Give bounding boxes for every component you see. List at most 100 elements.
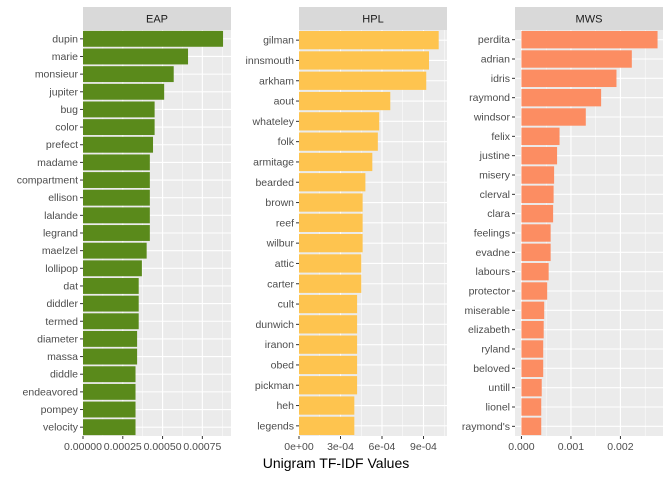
category-label: bearded [255,177,294,189]
category-label: beloved [473,363,510,375]
bar-eap-monsieur [83,66,174,83]
x-tick-label: 0.002 [607,441,633,453]
bar-eap-prefect [83,136,154,153]
bar-eap-lollipop [83,260,142,277]
category-label: brown [265,197,294,209]
facet-label-mws: MWS [576,14,603,26]
category-label: gilman [263,35,294,47]
category-label: clara [487,208,510,220]
category-label: folk [278,136,295,148]
category-label: elizabeth [468,324,510,336]
bar-eap-endeavored [83,383,136,400]
bar-eap-legrand [83,225,150,241]
bar-eap-dupin [83,30,224,47]
bar-hpl-innsmouth [299,51,430,70]
facet-label-eap: EAP [146,14,168,26]
bar-hpl-iranon [299,335,358,354]
x-tick-label: 0.00025 [104,441,142,453]
bar-eap-color [83,119,155,136]
x-tick-label: 0.00075 [183,441,221,453]
category-label: cult [278,299,294,311]
category-label: dupin [52,33,78,45]
category-label: idris [491,73,510,85]
category-label: adrian [481,54,510,66]
category-label: aout [274,96,295,108]
bar-eap-bug [83,101,155,118]
category-label: carter [267,278,294,290]
bar-hpl-folk [299,132,378,151]
bar-eap-velocity [83,419,136,436]
bar-mws-clerval [521,185,554,204]
bar-mws-raymond [521,88,602,107]
category-label: feelings [474,228,510,240]
x-axis-title: Unigram TF-IDF Values [262,455,410,471]
category-label: lalande [44,210,78,222]
x-tick-label: 3e-04 [327,441,354,453]
bar-mws-ryland [521,340,544,358]
bar-mws-elizabeth [521,320,544,339]
bar-hpl-armitage [299,152,373,172]
bar-eap-compartment [83,172,150,188]
bar-hpl-whateley [299,112,380,131]
bar-mws-justine [521,146,558,165]
category-label: untill [488,382,510,394]
category-label: diameter [37,333,78,345]
bar-mws-clara [521,204,554,223]
bar-eap-maelzel [83,242,147,259]
bar-eap-madame [83,154,150,171]
category-label: labours [476,266,510,278]
bar-hpl-pickman [299,376,358,395]
category-label: prefect [46,139,78,151]
category-label: pompey [41,404,79,416]
category-label: heh [276,400,294,412]
x-tick-label: 0.00050 [144,441,182,453]
bar-mws-feelings [521,224,551,242]
bar-hpl-gilman [299,31,439,50]
category-label: clerval [480,189,510,201]
category-label: marie [52,51,78,63]
bar-mws-evadne [521,243,551,262]
x-tick-label: 9e-04 [410,441,437,453]
bar-mws-beloved [521,359,544,378]
category-label: innsmouth [246,55,295,67]
bar-hpl-legends [299,416,355,435]
category-label: iranon [265,339,294,351]
category-label: felix [491,131,510,143]
bar-mws-untill [521,378,542,397]
bar-eap-diddler [83,295,139,312]
category-label: massa [47,351,78,363]
bar-eap-termed [83,313,139,330]
category-label: legends [257,420,294,432]
category-label: dunwich [255,319,294,331]
facet-strip-eap [83,7,231,30]
bar-eap-lalande [83,207,150,224]
category-label: dat [63,280,78,292]
bar-eap-pompey [83,401,136,418]
bar-hpl-carter [299,274,362,293]
bar-mws-miserable [521,301,545,320]
category-label: raymond's [462,421,510,433]
category-label: endeavored [23,386,79,398]
x-tick-label: 0.000 [508,441,534,453]
x-tick-label: 0.00000 [64,441,102,453]
panel-background-hpl [299,30,447,436]
category-label: jupiter [48,86,78,98]
bar-eap-massa [83,348,138,365]
x-tick-label: 0e+00 [284,441,314,453]
category-label: misery [479,170,511,182]
category-label: miserable [464,305,510,317]
category-label: ellison [48,192,78,204]
bar-mws-misery [521,166,555,184]
bar-mws-windsor [521,108,586,126]
bar-hpl-arkham [299,71,427,90]
category-label: raymond [469,92,510,104]
category-label: madame [37,157,78,169]
bar-hpl-attic [299,254,362,273]
bar-hpl-brown [299,193,363,212]
facet-label-hpl: HPL [362,14,383,26]
bar-eap-ellison [83,189,150,206]
category-label: maelzel [42,245,78,257]
category-label: windsor [473,112,511,124]
category-label: arkham [259,75,294,87]
